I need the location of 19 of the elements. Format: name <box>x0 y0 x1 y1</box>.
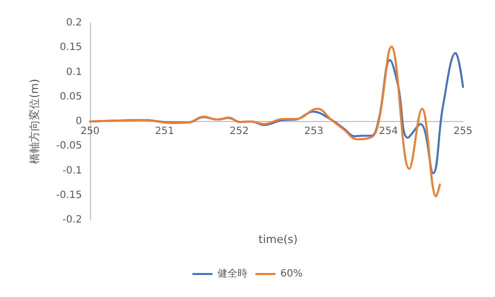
y-tick-label: -0.05 <box>56 140 82 152</box>
y-axis-title: 橋軸方向変位(m) <box>28 78 41 164</box>
x-tick-label: 254 <box>378 126 398 137</box>
y-tick-label: -0.2 <box>62 214 82 226</box>
legend-label: 健全時 <box>217 268 248 280</box>
x-tick-label: 253 <box>304 126 324 137</box>
y-tick-label: 0.2 <box>66 18 82 28</box>
y-tick-label: -0.15 <box>56 190 82 201</box>
y-tick-label: -0.1 <box>62 165 82 176</box>
y-tick-label: 0.1 <box>66 66 82 78</box>
y-tick-label: 0.05 <box>60 91 82 102</box>
x-tick-label: 251 <box>155 126 174 137</box>
legend-label: 60% <box>280 268 303 280</box>
x-tick-label: 255 <box>453 126 473 137</box>
y-tick-label: 0 <box>76 116 82 127</box>
x-axis-title: time(s) <box>258 233 298 246</box>
x-tick-label: 250 <box>80 126 100 137</box>
x-tick-label: 252 <box>230 126 249 137</box>
y-tick-label: 0.15 <box>60 42 82 54</box>
